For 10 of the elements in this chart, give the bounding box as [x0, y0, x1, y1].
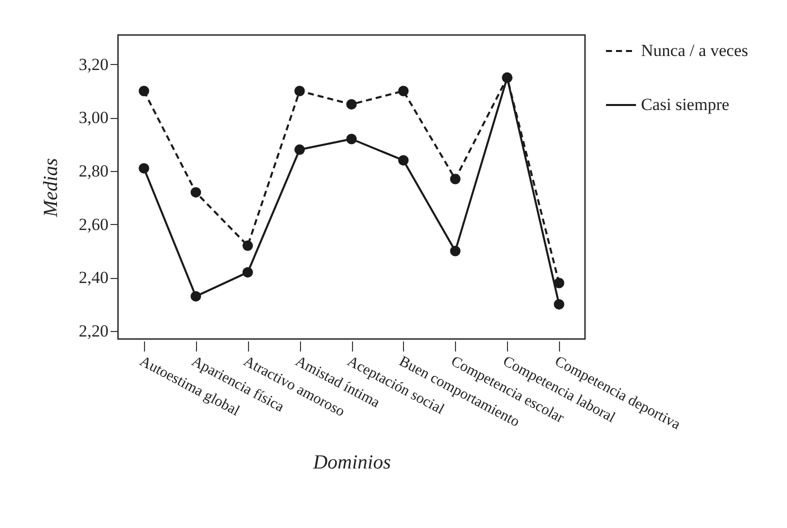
y-tick-label: 3,20 — [78, 54, 108, 74]
y-tick-label: 2,60 — [78, 214, 108, 234]
y-tick-label: 3,00 — [78, 108, 108, 128]
y-axis-title: Medias — [40, 158, 62, 218]
legend-label: Nunca / a veces — [641, 41, 748, 60]
x-axis-title: Dominios — [312, 451, 392, 474]
y-tick-label: 2,20 — [78, 322, 108, 340]
y-tick-label: 2,80 — [78, 162, 108, 180]
legend-label: Casi siempre — [641, 95, 730, 114]
y-tick-label: 2,40 — [78, 268, 108, 288]
